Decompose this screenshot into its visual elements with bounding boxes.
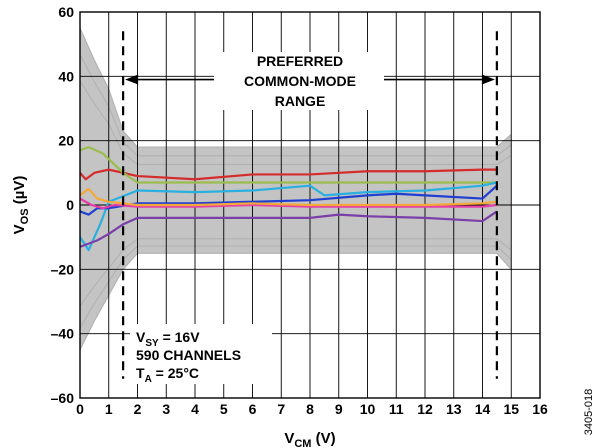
- series-line: [80, 168, 497, 181]
- series-group: [80, 146, 498, 252]
- series-line: [80, 210, 498, 248]
- x-tick-label: 11: [389, 401, 404, 417]
- figure-id: 3405-018: [583, 389, 595, 436]
- x-tick-label: 16: [532, 401, 548, 417]
- y-tick-label: 20: [58, 133, 74, 149]
- x-tick-label: 15: [503, 401, 519, 417]
- range-label-line-1: PREFERRED: [257, 53, 343, 69]
- condition-supply: VSY = 16V: [136, 329, 200, 349]
- x-tick-label: 8: [306, 401, 314, 417]
- x-tick-label: 2: [134, 401, 142, 417]
- preferred-range-label: PREFERRED COMMON-MODE RANGE: [214, 52, 384, 110]
- y-tick-label: –20: [51, 261, 75, 277]
- series-line: [80, 187, 497, 207]
- series-line: [80, 146, 497, 184]
- x-tick-label: 13: [446, 401, 462, 417]
- y-axis-label: VOS (µV): [11, 176, 31, 235]
- range-label-line-2: COMMON-MODE: [244, 73, 356, 89]
- range-arrow-head-left: [125, 74, 139, 85]
- y-tick-labels: –60 –40 –20 0 20 40 60: [51, 4, 75, 406]
- x-tick-label: 7: [277, 401, 285, 417]
- series-line: [80, 184, 498, 216]
- y-tick-label: –40: [51, 326, 75, 342]
- x-tick-label: 0: [76, 401, 84, 417]
- condition-temperature: TA = 25°C: [136, 365, 199, 385]
- channel-band: [80, 28, 512, 350]
- x-tick-label: 5: [220, 401, 228, 417]
- y-tick-label: 60: [58, 4, 74, 20]
- condition-channels: 590 CHANNELS: [136, 347, 241, 363]
- x-tick-label: 9: [335, 401, 343, 417]
- gray-channel-line: [80, 27, 512, 148]
- range-arrow-head-right: [481, 74, 495, 85]
- x-tick-label: 6: [249, 401, 257, 417]
- plot-frame: [79, 11, 541, 399]
- x-tick-label: 14: [475, 401, 491, 417]
- gray-channel-line: [80, 245, 512, 329]
- x-tick-labels: 0 1 2 3 4 5 6 7 8 9 10 11 12 13 14 15 16: [76, 401, 548, 417]
- conditions-box: VSY = 16V 590 CHANNELS TA = 25°C: [130, 324, 272, 385]
- range-label-line-3: RANGE: [275, 93, 326, 109]
- y-tick-label: –60: [51, 390, 75, 406]
- x-tick-label: 12: [417, 401, 433, 417]
- x-tick-label: 10: [360, 401, 376, 417]
- x-axis-label: VCM (V): [284, 430, 335, 448]
- series-line: [80, 181, 498, 252]
- y-tick-label: 0: [66, 197, 74, 213]
- series-line: [80, 197, 497, 210]
- x-tick-label: 4: [191, 401, 199, 417]
- y-tick-label: 40: [58, 68, 74, 84]
- x-tick-label: 1: [105, 401, 113, 417]
- x-tick-label: 3: [162, 401, 170, 417]
